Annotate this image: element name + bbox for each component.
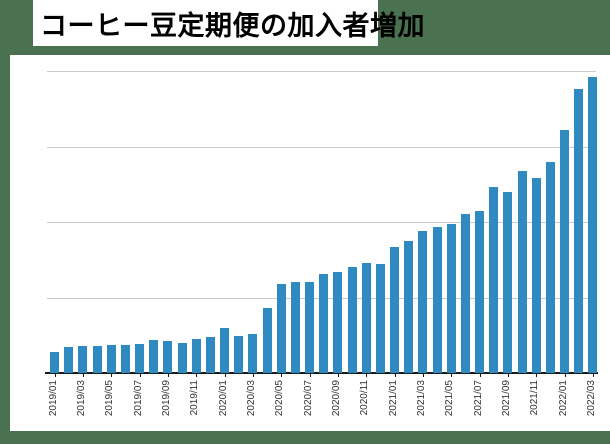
x-tick xyxy=(479,373,481,377)
x-tick-label: 2019/11 xyxy=(189,380,201,416)
chart-panel: 2019/01 2019/03 2019/05 2019/07 2019/09 2019/… xyxy=(10,55,610,431)
x-tick-label: 2019/03 xyxy=(75,380,87,417)
x-tick xyxy=(252,373,254,377)
x-tick-label: 2020/09 xyxy=(330,380,342,417)
bar-2021/07 xyxy=(475,210,485,373)
bar-2020/11 xyxy=(361,262,371,373)
y-gridline xyxy=(47,146,596,148)
x-tick xyxy=(394,373,396,377)
bar-2021/12 xyxy=(545,161,555,373)
x-tick-label: 2020/05 xyxy=(274,380,286,417)
bar-2019/12 xyxy=(205,336,215,373)
x-tick xyxy=(281,373,283,377)
x-tick xyxy=(111,373,113,377)
x-tick-label: 2021/03 xyxy=(415,380,427,417)
x-tick-label: 2021/11 xyxy=(529,380,541,416)
bar-2019/03 xyxy=(78,345,88,373)
bar-2021/11 xyxy=(531,178,541,373)
bar-2021/02 xyxy=(404,240,414,373)
x-tick-label: 2021/01 xyxy=(387,380,399,417)
bar-2021/05 xyxy=(446,224,456,373)
x-tick-label: 2019/05 xyxy=(104,380,116,417)
chart-title: コーヒー豆定期便の加入者増加 xyxy=(40,10,425,41)
x-tick-label: 2019/01 xyxy=(47,380,59,417)
x-tick xyxy=(82,373,84,377)
y-gridline xyxy=(47,71,596,72)
bar-2022/03 xyxy=(588,77,598,373)
bar-2019/05 xyxy=(106,345,116,373)
x-tick-label: 2022/01 xyxy=(557,380,569,417)
x-tick-label: 2020/07 xyxy=(302,380,314,417)
bar-2020/01 xyxy=(220,327,230,373)
bar-2019/10 xyxy=(177,342,187,373)
bar-2020/12 xyxy=(375,263,385,373)
bar-2020/07 xyxy=(305,282,315,373)
x-axis-line xyxy=(45,372,598,374)
bar-2021/10 xyxy=(517,171,527,373)
x-tick-label: 2021/05 xyxy=(444,380,456,417)
x-tick-label: 2020/11 xyxy=(359,380,371,416)
x-tick xyxy=(196,373,198,377)
bar-2020/09 xyxy=(333,271,343,373)
bar-2019/08 xyxy=(149,339,159,373)
x-tick xyxy=(564,373,566,377)
x-tick xyxy=(536,373,538,377)
bar-2021/08 xyxy=(489,186,499,373)
x-tick xyxy=(139,373,141,377)
bar-2020/08 xyxy=(319,274,329,373)
x-tick-label: 2022/03 xyxy=(585,380,597,417)
x-tick xyxy=(451,373,453,377)
x-tick-label: 2019/09 xyxy=(160,380,172,417)
bar-2019/09 xyxy=(163,340,173,373)
bar-2020/04 xyxy=(262,308,272,373)
bar-2019/11 xyxy=(191,339,201,373)
bar-2021/04 xyxy=(432,226,442,373)
x-tick-label: 2021/09 xyxy=(500,380,512,417)
bar-2020/03 xyxy=(248,333,258,373)
chart-title-background: コーヒー豆定期便の加入者増加 xyxy=(33,0,425,46)
bar-2020/06 xyxy=(290,282,300,373)
x-tick xyxy=(366,373,368,377)
x-tick-label: 2020/03 xyxy=(245,380,257,417)
x-tick-label: 2020/01 xyxy=(217,380,229,417)
bar-2019/01 xyxy=(50,351,59,373)
bar-2020/02 xyxy=(234,336,244,373)
bar-2021/09 xyxy=(503,191,513,373)
x-tick xyxy=(592,373,594,377)
bar-2019/02 xyxy=(64,347,74,373)
bar-2021/03 xyxy=(418,231,428,373)
x-tick xyxy=(167,373,169,377)
x-tick xyxy=(54,373,56,377)
bar-2019/07 xyxy=(135,343,145,373)
bar-2022/01 xyxy=(560,129,570,373)
bar-2022/02 xyxy=(574,89,584,373)
bar-2021/01 xyxy=(390,246,400,373)
x-tick-label: 2019/07 xyxy=(132,380,144,417)
bar-2021/06 xyxy=(460,213,470,373)
y-gridline xyxy=(47,222,596,223)
bar-2020/05 xyxy=(276,283,286,373)
x-tick xyxy=(224,373,226,377)
bar-2019/06 xyxy=(120,345,130,373)
x-tick xyxy=(422,373,424,377)
x-tick-label: 2021/07 xyxy=(472,380,484,417)
bar-2019/04 xyxy=(92,345,102,373)
x-tick xyxy=(309,373,311,377)
bar-2020/10 xyxy=(347,266,357,373)
plot-area: 2019/01 2019/03 2019/05 2019/07 2019/09 2019/… xyxy=(45,71,598,416)
x-tick xyxy=(337,373,339,377)
x-tick xyxy=(507,373,509,377)
